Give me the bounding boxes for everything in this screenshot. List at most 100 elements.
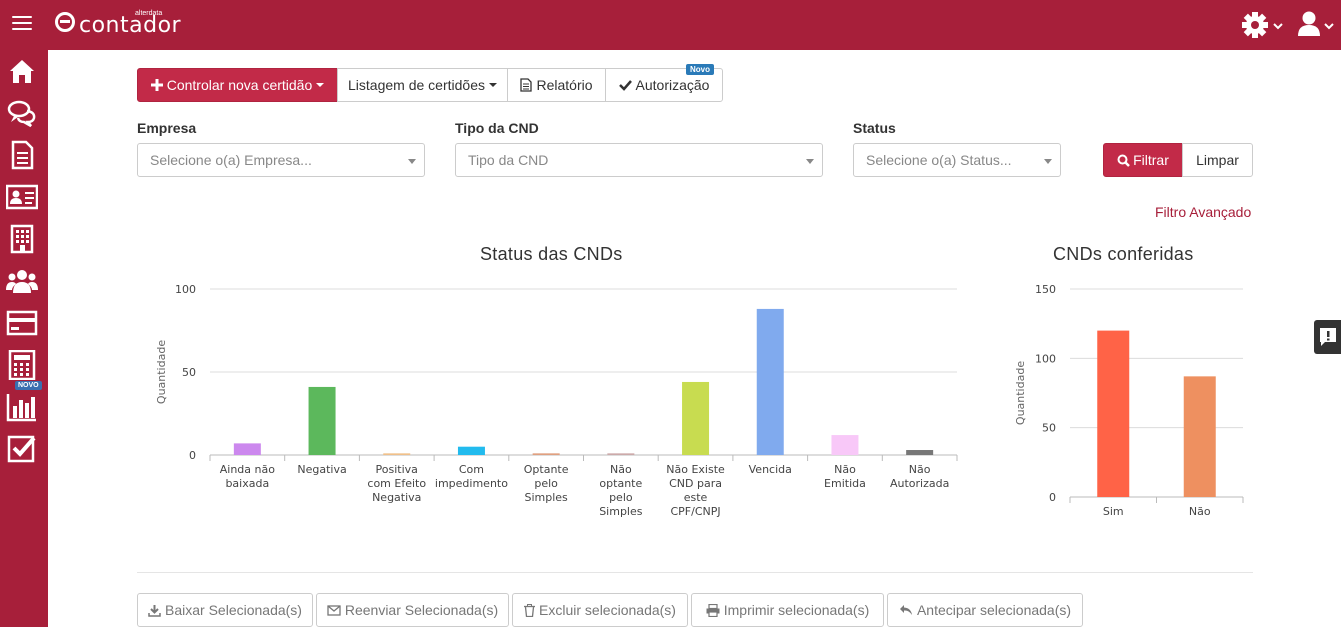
resend-selected-label: Reenviar Selecionada(s)	[344, 602, 499, 618]
x-tick-label: Não Emitida	[824, 463, 866, 490]
dropdown-arrow-icon	[1044, 159, 1052, 164]
card-icon[interactable]	[6, 308, 38, 338]
caret-down-icon	[488, 83, 497, 87]
top-bar: contador alterdata	[0, 0, 1341, 50]
status-chart: 0 50 100 Quantidade Ainda não baixada Negativa…	[155, 283, 958, 518]
feedback-tab[interactable]	[1314, 320, 1341, 354]
advanced-filter-link[interactable]: Filtro Avançado	[1155, 204, 1252, 220]
print-selected-button[interactable]: Imprimir selecionada(s)	[691, 593, 884, 627]
user-menu[interactable]	[1297, 10, 1341, 40]
chart-bar[interactable]	[532, 453, 560, 455]
status-label: Status	[853, 120, 896, 136]
chart-bar[interactable]	[682, 381, 710, 455]
sidebar: NOVO	[0, 50, 48, 627]
status-placeholder: Selecione o(a) Status...	[866, 152, 1012, 168]
brand-name: contador	[79, 13, 182, 38]
chart-bar[interactable]	[607, 453, 635, 455]
filter-label: Filtrar	[1133, 152, 1169, 168]
bar-chart-icon[interactable]	[6, 392, 38, 422]
chat-icon[interactable]	[6, 98, 38, 128]
user-icon	[1298, 11, 1334, 36]
logo-e-icon	[55, 12, 75, 32]
anticipate-selected-button[interactable]: Antecipar selecionada(s)	[887, 593, 1083, 627]
x-tick-label: Negativa	[297, 463, 346, 476]
brand-small: alterdata	[135, 10, 163, 17]
print-icon	[706, 603, 720, 617]
x-tick-label: Positiva com Efeito Negativa	[367, 463, 426, 504]
check-icon	[618, 80, 632, 91]
tipo-placeholder: Tipo da CND	[468, 152, 549, 168]
y-tick-label: 150	[1035, 283, 1056, 296]
id-card-icon[interactable]	[5, 182, 39, 212]
authorization-label: Autorização	[635, 77, 710, 93]
list-certificates-button[interactable]: Listagem de certidões	[337, 68, 508, 102]
delete-selected-button[interactable]: Excluir selecionada(s)	[512, 593, 688, 627]
chart-bar[interactable]	[233, 443, 261, 455]
chart-bar[interactable]	[383, 453, 411, 455]
y-tick-label: 50	[1042, 422, 1056, 435]
chart-bar[interactable]	[308, 386, 336, 455]
new-certificate-button[interactable]: Controlar nova certidão	[137, 68, 338, 102]
x-tick-label: Sim	[1103, 505, 1124, 518]
reply-icon	[899, 605, 912, 615]
home-icon[interactable]	[6, 56, 38, 86]
x-tick-label: Optante pelo Simples	[524, 463, 569, 504]
caret-down-icon	[316, 83, 325, 87]
report-button[interactable]: Relatório	[507, 68, 606, 102]
chart-bar[interactable]	[906, 450, 934, 455]
chart-bar[interactable]	[756, 308, 784, 455]
x-tick-label: Não Autorizada	[890, 463, 949, 490]
file-text-icon	[520, 78, 533, 92]
chevron-down-icon	[1324, 23, 1334, 30]
trash-icon	[524, 603, 536, 617]
tipo-select[interactable]: Tipo da CND	[455, 143, 823, 177]
x-tick-label: Não	[1189, 505, 1211, 518]
x-tick-label: Ainda não baixada	[220, 463, 275, 490]
users-icon[interactable]	[6, 266, 38, 296]
list-certificates-label: Listagem de certidões	[348, 77, 485, 93]
gear-icon	[1242, 12, 1283, 38]
status-select[interactable]: Selecione o(a) Status...	[853, 143, 1061, 177]
novo-badge: NOVO	[15, 381, 42, 390]
plus-icon	[150, 79, 163, 91]
building-icon[interactable]	[6, 224, 38, 254]
envelope-icon	[327, 604, 341, 616]
search-icon	[1117, 154, 1130, 167]
chart-bar[interactable]	[1183, 376, 1216, 497]
clear-button[interactable]: Limpar	[1182, 143, 1253, 177]
chart-title: CNDs conferidas	[1053, 244, 1194, 264]
y-axis-label: Quantidade	[1014, 361, 1027, 425]
x-tick-label: Vencida	[749, 463, 792, 476]
x-tick-label: Não Existe CND para este CPF/CNPJ	[666, 463, 725, 518]
x-tick-label: Com impedimento	[435, 463, 508, 490]
checkbox-icon[interactable]	[6, 434, 38, 464]
chart-title: Status das CNDs	[480, 244, 623, 264]
resend-selected-button[interactable]: Reenviar Selecionada(s)	[316, 593, 509, 627]
y-tick-label: 0	[1049, 491, 1056, 504]
dropdown-arrow-icon	[408, 159, 416, 164]
empresa-placeholder: Selecione o(a) Empresa...	[150, 152, 312, 168]
divider	[137, 572, 1253, 573]
print-selected-label: Imprimir selecionada(s)	[723, 602, 870, 618]
anticipate-selected-label: Antecipar selecionada(s)	[916, 602, 1072, 618]
download-selected-button[interactable]: Baixar Selecionada(s)	[137, 593, 313, 627]
chevron-down-icon	[1273, 23, 1283, 30]
settings-menu[interactable]	[1241, 11, 1287, 39]
calculator-icon[interactable]	[6, 349, 38, 381]
filter-button[interactable]: Filtrar	[1103, 143, 1183, 177]
checked-chart: 0 50 100 150 Quantidade Sim Não	[1014, 283, 1244, 518]
y-tick-label: 0	[189, 449, 196, 462]
menu-icon[interactable]	[12, 16, 32, 32]
tipo-label: Tipo da CND	[455, 120, 539, 136]
feedback-icon	[1320, 328, 1336, 346]
chart-bar[interactable]	[1097, 330, 1130, 497]
x-tick-label: Não optante pelo Simples	[599, 463, 643, 518]
chart-bar[interactable]	[831, 435, 859, 455]
document-icon[interactable]	[6, 140, 38, 170]
novo-badge: Novo	[686, 64, 714, 75]
y-axis-label: Quantidade	[155, 340, 168, 404]
empresa-select[interactable]: Selecione o(a) Empresa...	[137, 143, 425, 177]
delete-selected-label: Excluir selecionada(s)	[539, 602, 676, 618]
chart-bar[interactable]	[457, 446, 485, 455]
clear-label: Limpar	[1196, 152, 1239, 168]
